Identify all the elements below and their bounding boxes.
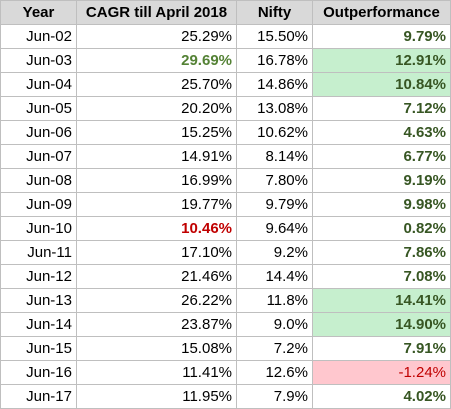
cagr-cell[interactable]: 25.29% [76, 24, 237, 49]
table-row: Jun-04 25.70% 14.86% 10.84% [0, 72, 451, 97]
table-row: Jun-02 25.29% 15.50% 9.79% [0, 24, 451, 49]
year-cell[interactable]: Jun-13 [0, 288, 77, 313]
outperformance-cell[interactable]: 4.63% [312, 120, 451, 145]
table-row: Jun-06 15.25% 10.62% 4.63% [0, 120, 451, 145]
outperformance-cell[interactable]: 9.19% [312, 168, 451, 193]
cagr-cell[interactable]: 29.69% [76, 48, 237, 73]
cagr-cell[interactable]: 20.20% [76, 96, 237, 121]
table-row: Jun-14 23.87% 9.0% 14.90% [0, 312, 451, 337]
header-nifty: Nifty [236, 0, 313, 25]
year-cell[interactable]: Jun-04 [0, 72, 77, 97]
outperformance-cell[interactable]: 9.79% [312, 24, 451, 49]
nifty-cell[interactable]: 7.2% [236, 336, 313, 361]
year-cell[interactable]: Jun-10 [0, 216, 77, 241]
cagr-cell[interactable]: 25.70% [76, 72, 237, 97]
nifty-cell[interactable]: 7.80% [236, 168, 313, 193]
nifty-cell[interactable]: 16.78% [236, 48, 313, 73]
cagr-cell[interactable]: 21.46% [76, 264, 237, 289]
cagr-cell[interactable]: 16.99% [76, 168, 237, 193]
outperformance-cell[interactable]: 7.86% [312, 240, 451, 265]
table-row: Jun-11 17.10% 9.2% 7.86% [0, 240, 451, 265]
nifty-cell[interactable]: 7.9% [236, 384, 313, 409]
cagr-cell[interactable]: 11.95% [76, 384, 237, 409]
nifty-cell[interactable]: 9.2% [236, 240, 313, 265]
outperformance-cell[interactable]: 9.98% [312, 192, 451, 217]
year-cell[interactable]: Jun-06 [0, 120, 77, 145]
outperformance-cell[interactable]: 7.08% [312, 264, 451, 289]
table-row: Jun-12 21.46% 14.4% 7.08% [0, 264, 451, 289]
year-cell[interactable]: Jun-08 [0, 168, 77, 193]
table-row: Jun-13 26.22% 11.8% 14.41% [0, 288, 451, 313]
table-row: Jun-16 11.41% 12.6% -1.24% [0, 360, 451, 385]
nifty-cell[interactable]: 12.6% [236, 360, 313, 385]
header-year: Year [0, 0, 77, 25]
table-row: Jun-05 20.20% 13.08% 7.12% [0, 96, 451, 121]
outperformance-cell[interactable]: -1.24% [312, 360, 451, 385]
nifty-cell[interactable]: 14.86% [236, 72, 313, 97]
year-cell[interactable]: Jun-05 [0, 96, 77, 121]
cagr-cell[interactable]: 11.41% [76, 360, 237, 385]
year-cell[interactable]: Jun-03 [0, 48, 77, 73]
year-cell[interactable]: Jun-16 [0, 360, 77, 385]
year-cell[interactable]: Jun-07 [0, 144, 77, 169]
cagr-cell[interactable]: 15.08% [76, 336, 237, 361]
outperformance-cell[interactable]: 6.77% [312, 144, 451, 169]
outperformance-cell[interactable]: 4.02% [312, 384, 451, 409]
cagr-cell[interactable]: 17.10% [76, 240, 237, 265]
nifty-cell[interactable]: 11.8% [236, 288, 313, 313]
year-cell[interactable]: Jun-02 [0, 24, 77, 49]
outperformance-cell[interactable]: 7.12% [312, 96, 451, 121]
header-row: Year CAGR till April 2018 Nifty Outperfo… [0, 0, 451, 25]
table-row: Jun-10 10.46% 9.64% 0.82% [0, 216, 451, 241]
header-cagr: CAGR till April 2018 [76, 0, 237, 25]
outperformance-cell[interactable]: 12.91% [312, 48, 451, 73]
nifty-cell[interactable]: 9.0% [236, 312, 313, 337]
nifty-cell[interactable]: 13.08% [236, 96, 313, 121]
outperformance-cell[interactable]: 14.41% [312, 288, 451, 313]
cagr-cell[interactable]: 14.91% [76, 144, 237, 169]
year-cell[interactable]: Jun-09 [0, 192, 77, 217]
cagr-cell[interactable]: 19.77% [76, 192, 237, 217]
year-cell[interactable]: Jun-12 [0, 264, 77, 289]
outperformance-cell[interactable]: 0.82% [312, 216, 451, 241]
nifty-cell[interactable]: 9.64% [236, 216, 313, 241]
cagr-cell[interactable]: 10.46% [76, 216, 237, 241]
year-cell[interactable]: Jun-15 [0, 336, 77, 361]
table-row: Jun-07 14.91% 8.14% 6.77% [0, 144, 451, 169]
table-row: Jun-17 11.95% 7.9% 4.02% [0, 384, 451, 409]
outperformance-cell[interactable]: 7.91% [312, 336, 451, 361]
table-row: Jun-08 16.99% 7.80% 9.19% [0, 168, 451, 193]
year-cell[interactable]: Jun-11 [0, 240, 77, 265]
outperformance-cell[interactable]: 10.84% [312, 72, 451, 97]
outperformance-cell[interactable]: 14.90% [312, 312, 451, 337]
year-cell[interactable]: Jun-17 [0, 384, 77, 409]
cagr-cell[interactable]: 23.87% [76, 312, 237, 337]
cagr-cell[interactable]: 15.25% [76, 120, 237, 145]
nifty-cell[interactable]: 9.79% [236, 192, 313, 217]
nifty-cell[interactable]: 14.4% [236, 264, 313, 289]
cagr-cell[interactable]: 26.22% [76, 288, 237, 313]
header-outperformance: Outperformance [312, 0, 451, 25]
table-row: Jun-03 29.69% 16.78% 12.91% [0, 48, 451, 73]
year-cell[interactable]: Jun-14 [0, 312, 77, 337]
table-row: Jun-09 19.77% 9.79% 9.98% [0, 192, 451, 217]
nifty-cell[interactable]: 10.62% [236, 120, 313, 145]
nifty-cell[interactable]: 8.14% [236, 144, 313, 169]
nifty-cell[interactable]: 15.50% [236, 24, 313, 49]
table-row: Jun-15 15.08% 7.2% 7.91% [0, 336, 451, 361]
